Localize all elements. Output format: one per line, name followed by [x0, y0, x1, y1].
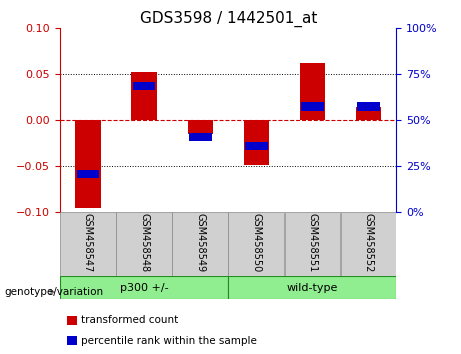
FancyBboxPatch shape — [172, 212, 228, 276]
Text: transformed count: transformed count — [81, 315, 178, 325]
Bar — [243, 120, 269, 165]
FancyBboxPatch shape — [341, 212, 396, 276]
Text: percentile rank within the sample: percentile rank within the sample — [81, 336, 257, 346]
Bar — [133, 82, 155, 91]
Bar — [131, 72, 157, 120]
Bar — [300, 63, 325, 120]
FancyBboxPatch shape — [67, 336, 77, 345]
FancyBboxPatch shape — [284, 212, 340, 276]
Bar — [75, 120, 100, 208]
Text: GSM458550: GSM458550 — [251, 213, 261, 273]
Text: p300 +/-: p300 +/- — [120, 282, 168, 293]
FancyBboxPatch shape — [229, 276, 396, 299]
Text: GSM458552: GSM458552 — [363, 213, 373, 273]
Bar — [301, 102, 324, 111]
FancyBboxPatch shape — [60, 212, 116, 276]
FancyBboxPatch shape — [229, 212, 284, 276]
Bar — [356, 107, 381, 120]
Text: GSM458549: GSM458549 — [195, 213, 205, 273]
Text: GSM458551: GSM458551 — [307, 213, 317, 273]
Bar — [245, 142, 267, 150]
FancyBboxPatch shape — [67, 316, 77, 325]
Bar — [189, 133, 212, 141]
Text: genotype/variation: genotype/variation — [5, 287, 104, 297]
FancyBboxPatch shape — [116, 212, 172, 276]
FancyBboxPatch shape — [60, 276, 228, 299]
Text: GSM458548: GSM458548 — [139, 213, 149, 273]
Text: wild-type: wild-type — [287, 282, 338, 293]
Bar — [357, 102, 380, 111]
Text: GSM458547: GSM458547 — [83, 213, 93, 273]
Bar — [188, 120, 213, 134]
Title: GDS3598 / 1442501_at: GDS3598 / 1442501_at — [140, 11, 317, 27]
Bar — [77, 170, 99, 178]
